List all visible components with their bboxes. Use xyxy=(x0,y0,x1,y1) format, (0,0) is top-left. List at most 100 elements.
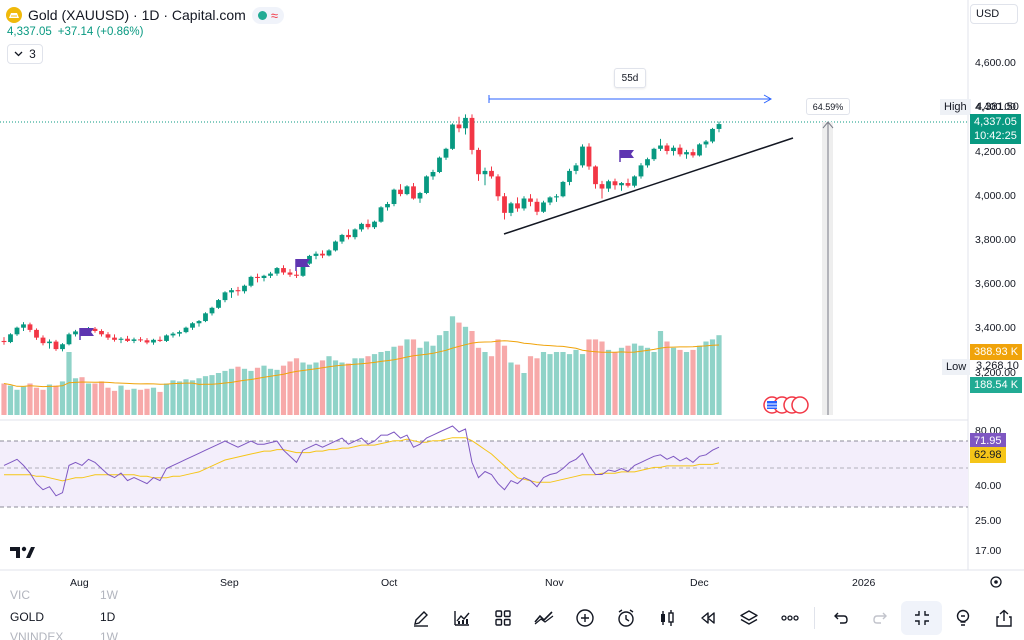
volume-bar xyxy=(105,387,111,415)
watchlist-row[interactable]: VNINDEX 1W xyxy=(10,630,118,640)
volume-bar xyxy=(111,390,118,415)
volume-bar xyxy=(404,339,410,415)
symbol-header[interactable]: Gold (XAUUSD) · 1D · Capital.com ≈ xyxy=(6,5,284,25)
volume-bar xyxy=(540,352,547,415)
volume-bar xyxy=(254,367,261,415)
candle xyxy=(274,266,280,276)
rsi-line xyxy=(3,425,720,497)
candle xyxy=(391,188,397,207)
volume-bar xyxy=(365,356,371,415)
replay-button[interactable] xyxy=(687,601,728,635)
volume-bar xyxy=(319,360,326,415)
watchlist-row[interactable]: GOLD 1D xyxy=(10,610,115,624)
symbol-title[interactable]: Gold (XAUUSD) · 1D · Capital.com xyxy=(28,7,246,23)
candle xyxy=(365,219,371,230)
rsi-badge: 71.95 xyxy=(970,433,1006,449)
last-price-badge[interactable]: 4,337.05 10:42:25 xyxy=(970,114,1021,144)
volume-bar xyxy=(33,387,40,415)
rsi-band xyxy=(0,441,968,507)
volume-bar xyxy=(618,347,625,415)
add-button[interactable] xyxy=(564,601,605,635)
event-flag-icon[interactable] xyxy=(295,259,310,271)
redo-button[interactable] xyxy=(860,601,901,635)
candle xyxy=(196,319,202,327)
toolbar-divider xyxy=(814,607,815,629)
volume-bar xyxy=(488,356,495,415)
volume-ma-badge: 388.93 K xyxy=(970,344,1023,360)
chart-type-button[interactable] xyxy=(646,601,687,635)
candle xyxy=(118,337,124,344)
compare-button[interactable] xyxy=(523,601,564,635)
indicators-toggle-button[interactable]: 3 xyxy=(7,44,43,64)
time-label: 2026 xyxy=(852,577,876,589)
candle xyxy=(586,143,592,170)
ideas-button[interactable] xyxy=(942,601,983,635)
volume-bar xyxy=(696,345,703,415)
candle xyxy=(599,180,605,199)
volume-bar xyxy=(46,384,53,415)
volume-bar xyxy=(625,345,631,415)
draw-tool-button[interactable] xyxy=(400,601,441,635)
volume-bar xyxy=(521,373,527,415)
market-status[interactable]: ≈ xyxy=(251,6,284,24)
volume-bar xyxy=(638,345,644,415)
layout-button[interactable] xyxy=(482,601,523,635)
volume-bar xyxy=(352,358,358,415)
currency-selector[interactable]: USD xyxy=(970,4,1018,24)
rsi-tick: 25.00 xyxy=(975,515,1001,527)
gear-icon[interactable] xyxy=(990,576,1002,588)
event-flag-icon[interactable] xyxy=(619,150,634,162)
volume-bar xyxy=(222,370,228,415)
undo-button[interactable] xyxy=(819,601,860,635)
volume-bar xyxy=(72,378,79,415)
tradingview-logo-icon[interactable] xyxy=(10,546,35,558)
candle xyxy=(632,175,637,188)
date-range-label[interactable]: 55d xyxy=(614,68,646,88)
candle xyxy=(229,287,234,298)
candle xyxy=(40,335,46,346)
watchlist-row[interactable]: VIC 1W xyxy=(10,588,118,602)
candle xyxy=(716,121,722,133)
share-button[interactable] xyxy=(983,601,1024,635)
volume-bar xyxy=(495,339,501,415)
volume-bar xyxy=(339,362,345,415)
volume-bar xyxy=(553,352,560,415)
compare-icon xyxy=(533,611,553,625)
volume-bar xyxy=(228,368,235,415)
volume-bar xyxy=(644,347,651,415)
more-button[interactable] xyxy=(769,601,810,635)
layers-button[interactable] xyxy=(728,601,769,635)
watchlist-symbol: VIC xyxy=(10,588,31,602)
event-flag-icon[interactable] xyxy=(79,328,94,340)
volume-bar xyxy=(358,358,365,415)
trendline[interactable] xyxy=(503,137,794,235)
candle xyxy=(580,144,585,168)
candle xyxy=(222,291,228,303)
candle xyxy=(372,220,377,229)
candle xyxy=(138,337,143,343)
bottom-toolbar xyxy=(400,600,1024,636)
rsi-tick: 40.00 xyxy=(975,480,1001,492)
volume-bar xyxy=(430,345,436,415)
volume-bar xyxy=(306,364,313,415)
candle xyxy=(34,328,39,340)
candle xyxy=(495,174,501,201)
watchlist-symbol: VNINDEX xyxy=(10,630,64,640)
indicators-button[interactable] xyxy=(441,601,482,635)
price-range-label[interactable]: 64.59% xyxy=(806,98,850,115)
candle xyxy=(60,343,65,352)
rewind-icon xyxy=(700,612,715,624)
volume-bar xyxy=(417,347,423,415)
candlesticks xyxy=(1,114,722,352)
volume-bar xyxy=(514,364,521,415)
volume-bar xyxy=(683,352,690,415)
date-range-arrow-icon xyxy=(763,94,773,104)
alert-button[interactable] xyxy=(605,601,646,635)
fullscreen-button[interactable] xyxy=(901,601,942,635)
volume-bar xyxy=(79,377,85,415)
candle xyxy=(73,329,78,337)
candle xyxy=(151,338,156,345)
economic-events-icon[interactable] xyxy=(763,396,809,414)
watchlist-interval: 1W xyxy=(100,630,118,640)
